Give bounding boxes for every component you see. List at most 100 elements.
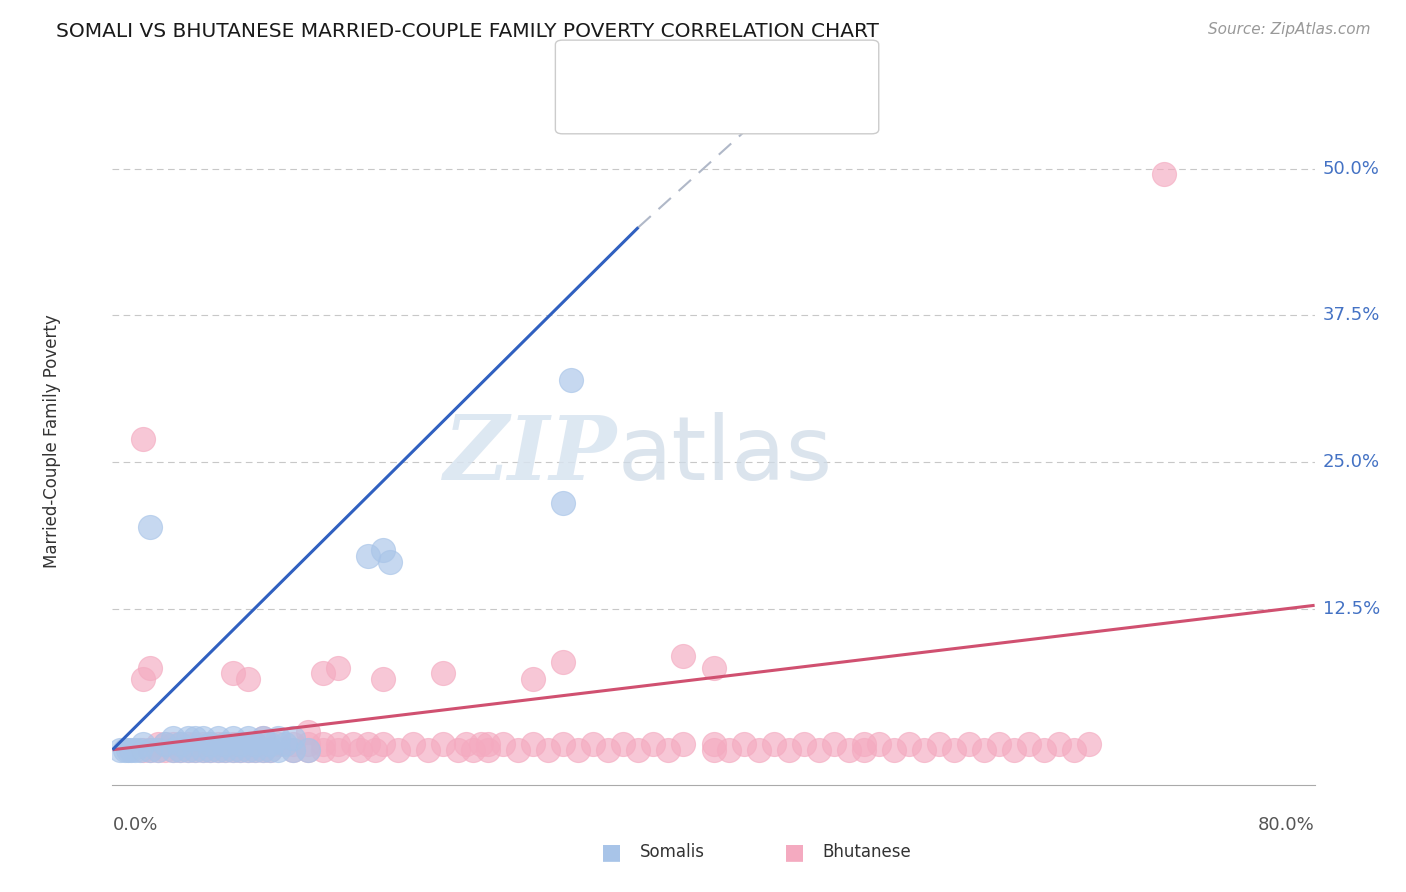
Point bbox=[748, 743, 770, 757]
Point bbox=[762, 737, 785, 751]
Point bbox=[124, 743, 146, 757]
Point bbox=[114, 743, 136, 757]
Point bbox=[357, 737, 380, 751]
Text: Source: ZipAtlas.com: Source: ZipAtlas.com bbox=[1208, 22, 1371, 37]
Point bbox=[537, 743, 560, 757]
Point bbox=[169, 743, 191, 757]
Point bbox=[162, 731, 184, 745]
Point bbox=[153, 737, 176, 751]
Point bbox=[252, 731, 274, 745]
Point bbox=[702, 737, 725, 751]
Point bbox=[416, 743, 439, 757]
Point bbox=[259, 743, 281, 757]
Point bbox=[326, 660, 349, 674]
Point bbox=[236, 731, 259, 745]
Point bbox=[553, 737, 575, 751]
Point bbox=[169, 737, 191, 751]
Point bbox=[852, 737, 875, 751]
Point bbox=[191, 743, 214, 757]
Point bbox=[146, 743, 169, 757]
Point bbox=[281, 731, 304, 745]
Point bbox=[108, 743, 131, 757]
Point bbox=[312, 743, 335, 757]
Point bbox=[191, 737, 214, 751]
Point bbox=[153, 743, 176, 757]
Point bbox=[198, 743, 221, 757]
Point bbox=[432, 737, 454, 751]
Point bbox=[598, 743, 620, 757]
Point bbox=[176, 743, 198, 757]
Point bbox=[387, 743, 409, 757]
Point bbox=[184, 743, 207, 757]
Point bbox=[146, 743, 169, 757]
Point bbox=[883, 743, 905, 757]
Point bbox=[627, 743, 650, 757]
Point bbox=[236, 743, 259, 757]
Point bbox=[461, 743, 484, 757]
Point bbox=[176, 743, 198, 757]
Point bbox=[191, 731, 214, 745]
Text: SOMALI VS BHUTANESE MARRIED-COUPLE FAMILY POVERTY CORRELATION CHART: SOMALI VS BHUTANESE MARRIED-COUPLE FAMIL… bbox=[56, 22, 879, 41]
Point bbox=[733, 737, 755, 751]
Point bbox=[176, 731, 198, 745]
Point bbox=[342, 737, 364, 751]
Point bbox=[162, 743, 184, 757]
Point bbox=[1047, 737, 1070, 751]
Point bbox=[357, 549, 380, 563]
Point bbox=[326, 737, 349, 751]
Point bbox=[139, 660, 162, 674]
Point bbox=[522, 673, 544, 687]
Point bbox=[807, 743, 830, 757]
Point bbox=[139, 519, 162, 533]
Point bbox=[702, 660, 725, 674]
Point bbox=[1063, 743, 1085, 757]
Point bbox=[281, 737, 304, 751]
Point bbox=[131, 737, 153, 751]
Text: Somalis: Somalis bbox=[640, 843, 704, 861]
Point bbox=[120, 743, 142, 757]
Point bbox=[245, 743, 267, 757]
Text: Bhutanese: Bhutanese bbox=[823, 843, 911, 861]
Point bbox=[364, 743, 387, 757]
Point bbox=[245, 737, 267, 751]
Point bbox=[326, 743, 349, 757]
Text: ZIP: ZIP bbox=[444, 412, 617, 499]
Point bbox=[312, 737, 335, 751]
Point bbox=[169, 737, 191, 751]
Point bbox=[1078, 737, 1101, 751]
Point bbox=[153, 737, 176, 751]
Point bbox=[717, 743, 740, 757]
Point bbox=[214, 743, 236, 757]
Point bbox=[912, 743, 935, 757]
Point bbox=[214, 743, 236, 757]
Point bbox=[508, 743, 530, 757]
Point bbox=[477, 743, 499, 757]
Point bbox=[1033, 743, 1056, 757]
Text: ■: ■ bbox=[602, 842, 621, 862]
Point bbox=[131, 743, 153, 757]
Point bbox=[281, 743, 304, 757]
Point bbox=[349, 743, 371, 757]
Point bbox=[702, 743, 725, 757]
Point bbox=[267, 737, 290, 751]
Point bbox=[214, 737, 236, 751]
Point bbox=[252, 743, 274, 757]
Point bbox=[838, 743, 860, 757]
Point bbox=[252, 731, 274, 745]
Point bbox=[492, 737, 515, 751]
Point bbox=[470, 737, 492, 751]
Point bbox=[267, 731, 290, 745]
Point bbox=[477, 737, 499, 751]
Point bbox=[191, 743, 214, 757]
Point bbox=[162, 737, 184, 751]
Point bbox=[229, 743, 252, 757]
Point bbox=[868, 737, 890, 751]
Point bbox=[169, 743, 191, 757]
Point bbox=[312, 666, 335, 681]
Text: 50.0%: 50.0% bbox=[1323, 160, 1379, 178]
Text: atlas: atlas bbox=[617, 412, 832, 499]
Point bbox=[447, 743, 470, 757]
Point bbox=[1018, 737, 1040, 751]
Point bbox=[988, 737, 1011, 751]
Point bbox=[522, 737, 544, 751]
